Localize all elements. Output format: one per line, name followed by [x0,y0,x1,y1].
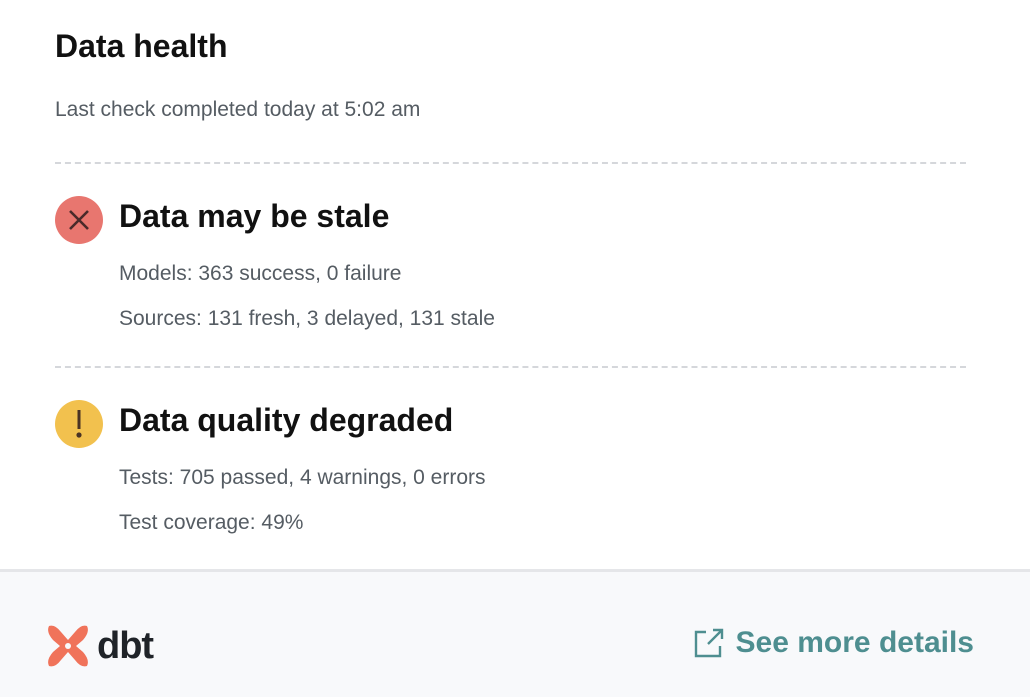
logo-text: dbt [97,624,154,667]
last-check-text: Last check completed today at 5:02 am [55,98,421,121]
footer: dbt See more details [0,569,1030,697]
dbt-logo: dbt [45,624,154,668]
dbt-logo-icon [48,625,88,667]
section-title: Data quality degraded [119,402,454,438]
external-link-icon [694,628,723,658]
tests-status: Tests: 705 passed, 4 warnings, 0 errors [119,466,486,489]
divider [55,366,966,368]
divider [55,162,966,164]
sources-status: Sources: 131 fresh, 3 delayed, 131 stale [119,307,495,330]
link-label: See more details [735,626,974,659]
x-circle-icon [55,196,103,244]
page-title: Data health [55,28,228,64]
see-more-details-link[interactable]: See more details [694,626,974,660]
test-coverage: Test coverage: 49% [119,511,304,534]
models-status: Models: 363 success, 0 failure [119,262,402,285]
section-title: Data may be stale [119,198,390,234]
exclamation-circle-icon [55,400,103,448]
